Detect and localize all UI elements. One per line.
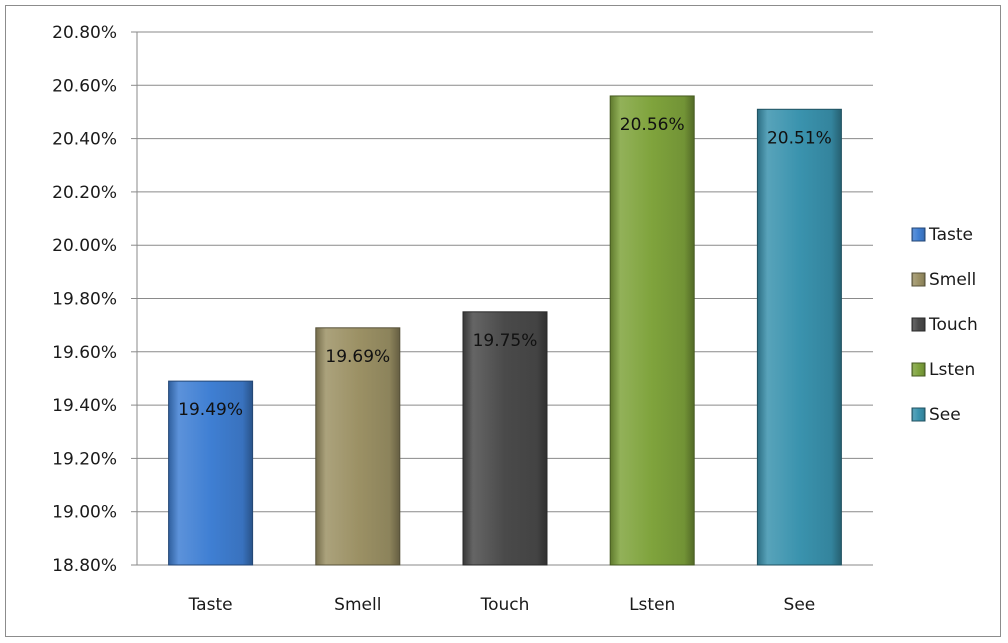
y-tick-label: 19.80% (52, 290, 117, 310)
bar-see (756, 108, 842, 566)
y-tick-label: 19.00% (52, 503, 117, 523)
y-tick-label: 18.80% (52, 556, 117, 576)
y-tick-label: 20.40% (52, 130, 117, 150)
y-tick-label: 20.80% (52, 23, 117, 43)
x-axis-categories: Taste Smell Touch Lsten See (188, 595, 816, 615)
data-label: 19.49% (178, 400, 243, 420)
legend-swatch (911, 362, 926, 377)
legend-label: See (929, 405, 961, 425)
bar-lsten (609, 95, 695, 566)
legend-swatch (911, 317, 926, 332)
bar-taste (168, 380, 254, 566)
bars (168, 95, 842, 566)
bar-touch (462, 311, 548, 566)
legend-swatch (911, 407, 926, 422)
legend-swatch (911, 272, 926, 287)
data-label: 19.69% (325, 347, 390, 367)
legend: Taste Smell Touch Lsten See (911, 225, 978, 425)
y-tick-label: 20.00% (52, 236, 117, 256)
y-tick-label: 19.20% (52, 449, 117, 469)
x-category-label: Touch (480, 595, 530, 615)
gridlines (137, 31, 873, 566)
y-tick-label: 19.60% (52, 343, 117, 363)
x-category-label: Smell (334, 595, 381, 615)
data-label: 20.56% (620, 115, 685, 135)
x-category-label: Taste (188, 595, 233, 615)
y-tick-label: 19.40% (52, 396, 117, 416)
data-label: 19.75% (473, 331, 538, 351)
y-tick-label: 20.20% (52, 183, 117, 203)
x-category-label: Lsten (629, 595, 675, 615)
legend-swatch (911, 227, 926, 242)
data-label: 20.51% (767, 128, 832, 148)
legend-label: Smell (929, 270, 976, 290)
legend-label: Taste (928, 225, 973, 245)
y-axis-ticks: 18.80% 19.00% 19.20% 19.40% 19.60% 19.80% 20.0… (52, 23, 137, 576)
bar-smell (315, 327, 401, 566)
data-labels: 19.49% 19.69% 19.75% 20.56% 20.51% (178, 115, 832, 420)
y-tick-label: 20.60% (52, 76, 117, 96)
legend-label: Touch (928, 315, 978, 335)
legend-label: Lsten (929, 360, 975, 380)
x-category-label: See (784, 595, 816, 615)
